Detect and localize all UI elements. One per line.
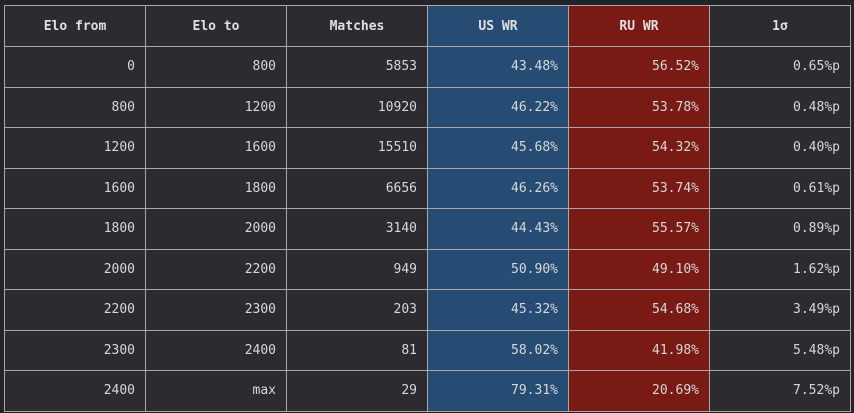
table-cell: 53.74%	[568, 167, 710, 209]
table-cell: max	[145, 370, 287, 412]
table-cell: 1600	[4, 167, 146, 209]
column-header: US WR	[427, 5, 569, 47]
table-cell: 43.48%	[427, 46, 569, 88]
table-cell: 58.02%	[427, 329, 569, 371]
table-cell: 2400	[4, 370, 146, 412]
table-cell: 2300	[145, 289, 287, 331]
table-row: 2400 max 29 79.31% 20.69% 7.52%p	[4, 370, 851, 412]
table-cell: 800	[145, 46, 287, 88]
table-cell: 0.61%p	[709, 167, 851, 209]
table-cell: 46.22%	[427, 86, 569, 128]
table-cell: 15510	[286, 127, 428, 169]
table-cell: 44.43%	[427, 208, 569, 250]
table-cell: 7.52%p	[709, 370, 851, 412]
table-row: 2300 2400 81 58.02% 41.98% 5.48%p	[4, 329, 851, 371]
table-row: 1600 1800 6656 46.26% 53.74% 0.61%p	[4, 167, 851, 209]
column-header: Matches	[286, 5, 428, 47]
column-header: 1σ	[709, 5, 851, 47]
table-cell: 1600	[145, 127, 287, 169]
table-cell: 2200	[145, 248, 287, 290]
table-row: 2000 2200 949 50.90% 49.10% 1.62%p	[4, 248, 851, 290]
table-cell: 1.62%p	[709, 248, 851, 290]
table-cell: 1200	[145, 86, 287, 128]
table-row: 0 800 5853 43.48% 56.52% 0.65%p	[4, 46, 851, 88]
table-cell: 5853	[286, 46, 428, 88]
table-cell: 46.26%	[427, 167, 569, 209]
table-cell: 2300	[4, 329, 146, 371]
table-cell: 53.78%	[568, 86, 710, 128]
table-cell: 0.48%p	[709, 86, 851, 128]
table-cell: 800	[4, 86, 146, 128]
table-cell: 3.49%p	[709, 289, 851, 331]
column-header: RU WR	[568, 5, 710, 47]
table-cell: 1200	[4, 127, 146, 169]
table-cell: 949	[286, 248, 428, 290]
table-row: 800 1200 10920 46.22% 53.78% 0.48%p	[4, 86, 851, 128]
table-cell: 45.32%	[427, 289, 569, 331]
table-cell: 0.40%p	[709, 127, 851, 169]
table-cell: 49.10%	[568, 248, 710, 290]
table-cell: 54.68%	[568, 289, 710, 331]
table-cell: 55.57%	[568, 208, 710, 250]
table-cell: 0	[4, 46, 146, 88]
table-cell: 2200	[4, 289, 146, 331]
table-cell: 79.31%	[427, 370, 569, 412]
table-cell: 203	[286, 289, 428, 331]
header-row: Elo from Elo to Matches US WR RU WR 1σ	[4, 5, 851, 47]
table-cell: 1800	[145, 167, 287, 209]
table-cell: 20.69%	[568, 370, 710, 412]
table-cell: 5.48%p	[709, 329, 851, 371]
table-cell: 50.90%	[427, 248, 569, 290]
table-cell: 2000	[4, 248, 146, 290]
table-cell: 2400	[145, 329, 287, 371]
table-cell: 29	[286, 370, 428, 412]
table-cell: 10920	[286, 86, 428, 128]
table-cell: 56.52%	[568, 46, 710, 88]
column-header: Elo to	[145, 5, 287, 47]
table-cell: 81	[286, 329, 428, 371]
table-cell: 3140	[286, 208, 428, 250]
table-cell: 45.68%	[427, 127, 569, 169]
stats-table: Elo from Elo to Matches US WR RU WR 1σ 0 800 58…	[4, 5, 851, 412]
table-head: Elo from Elo to Matches US WR RU WR 1σ	[4, 5, 851, 47]
table-cell: 41.98%	[568, 329, 710, 371]
column-header: Elo from	[4, 5, 146, 47]
table-cell: 0.65%p	[709, 46, 851, 88]
table-row: 1200 1600 15510 45.68% 54.32% 0.40%p	[4, 127, 851, 169]
table-row: 2200 2300 203 45.32% 54.68% 3.49%p	[4, 289, 851, 331]
table-row: 1800 2000 3140 44.43% 55.57% 0.89%p	[4, 208, 851, 250]
table-body: 0 800 5853 43.48% 56.52% 0.65%p 800 1200 10920 46…	[4, 46, 851, 412]
table-cell: 6656	[286, 167, 428, 209]
table-cell: 0.89%p	[709, 208, 851, 250]
table-cell: 2000	[145, 208, 287, 250]
table-cell: 1800	[4, 208, 146, 250]
table-cell: 54.32%	[568, 127, 710, 169]
